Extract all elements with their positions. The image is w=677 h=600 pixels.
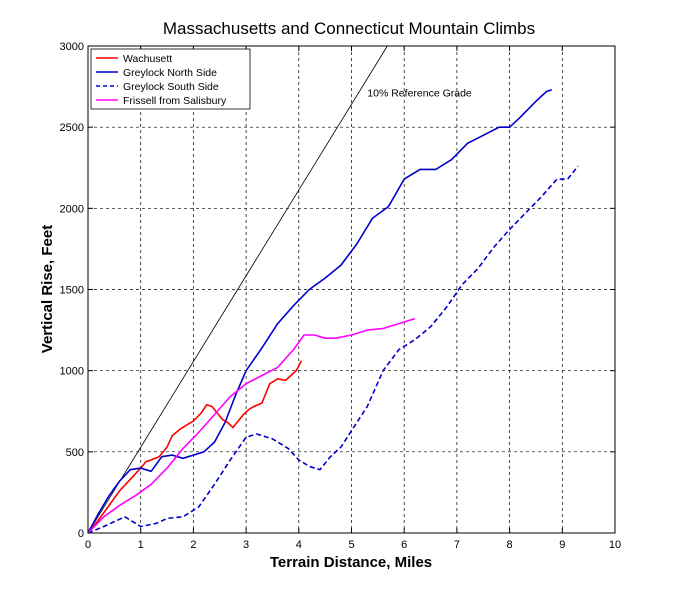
- legend-label-frissell: Frissell from Salisbury: [123, 95, 227, 107]
- legend-label-greylock-south: Greylock South Side: [123, 81, 219, 93]
- legend-label-wachusett: Wachusett: [123, 53, 172, 65]
- legend-label-greylock-north: Greylock North Side: [123, 67, 217, 79]
- y-tick-label: 2000: [60, 203, 84, 215]
- series-layer: [87, 89, 579, 534]
- x-tick-label: 9: [559, 539, 565, 551]
- x-axis-label: Terrain Distance, Miles: [270, 554, 432, 571]
- y-axis-label: Vertical Rise, Feet: [39, 225, 56, 353]
- x-tick-label: 1: [138, 539, 144, 551]
- chart-title: Massachusetts and Connecticut Mountain C…: [163, 19, 535, 38]
- x-tick-label: 4: [296, 539, 302, 551]
- y-tick-label: 500: [66, 447, 84, 459]
- x-tick-label: 7: [454, 539, 460, 551]
- x-tick-label: 6: [401, 539, 407, 551]
- legend-box: [90, 48, 251, 110]
- x-tick-label: 2: [190, 539, 196, 551]
- x-tick-label: 10: [609, 539, 621, 551]
- x-tick-label: 5: [348, 539, 354, 551]
- reference-grade-annotation: 10% Reference Grade: [367, 87, 472, 99]
- y-tick-label: 0: [78, 528, 84, 540]
- series-line-wachusett: [87, 360, 303, 534]
- x-tick-label: 3: [243, 539, 249, 551]
- grid-lines: [88, 46, 615, 533]
- y-tick-label: 1000: [60, 366, 84, 378]
- reference-grade-line: [87, 45, 388, 534]
- series-line-frissell-from-salisbury: [87, 317, 415, 534]
- series-line-greylock-north-side: [87, 89, 553, 534]
- x-tick-label: 0: [85, 539, 91, 551]
- legend: Wachusett Greylock North Side Greylock S…: [90, 48, 251, 110]
- series-line-greylock-south-side: [87, 165, 579, 534]
- y-tick-label: 3000: [60, 41, 84, 53]
- x-tick-label: 8: [507, 539, 513, 551]
- y-tick-label: 2500: [60, 122, 84, 134]
- y-tick-label: 1500: [60, 285, 84, 297]
